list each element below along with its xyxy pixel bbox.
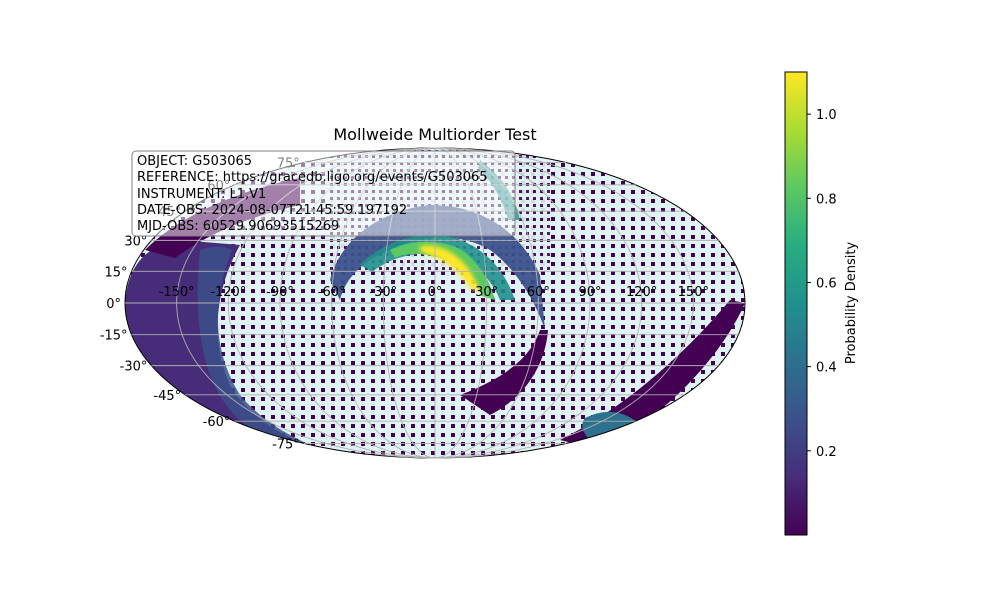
longitude-tick-label: -150°: [159, 285, 195, 300]
longitude-tick-label: 0°: [428, 285, 443, 300]
band-southeast: [560, 300, 745, 450]
info-instrument: INSTRUMENT: L1,V1: [137, 187, 266, 202]
band-south-center: [460, 330, 548, 415]
longitude-tick-label: -60°: [318, 285, 346, 300]
latitude-tick-label: -60°: [203, 415, 231, 430]
info-mjd-obs: MJD-OBS: 60529.90693515269: [137, 219, 339, 234]
latitude-tick-label: -30°: [120, 360, 148, 375]
info-reference: REFERENCE: https://gracedb.ligo.org/even…: [137, 170, 488, 185]
chart-title: Mollweide Multiorder Test: [333, 125, 536, 144]
metadata-box: OBJECT: G503065 REFERENCE: https://grace…: [131, 150, 516, 237]
colorbar-label: Probability Density: [844, 242, 859, 365]
longitude-tick-label: -120°: [210, 285, 246, 300]
metadata-box-frame: [131, 150, 516, 237]
longitude-tick-label: 60°: [527, 285, 550, 300]
latitude-tick-label: -15°: [100, 329, 128, 344]
longitude-tick-label: 150°: [678, 285, 709, 300]
latitude-tick-label: -75°: [272, 437, 300, 452]
colorbar: 0.2 0.4 0.6 0.8 1.0 Probability Density: [784, 71, 859, 536]
info-object: OBJECT: G503065: [137, 154, 252, 169]
longitude-tick-label: 90°: [578, 285, 601, 300]
latitude-tick-label: -45°: [153, 389, 181, 404]
latitude-tick-label: 30°: [124, 234, 147, 249]
band-southeast-glow: [582, 411, 640, 440]
longitude-tick-label: 120°: [626, 285, 657, 300]
colorbar-tick-label: 0.8: [816, 192, 837, 207]
longitude-tick-label: 30°: [475, 285, 498, 300]
colorbar-tick-label: 0.4: [816, 361, 837, 376]
longitude-tick-label: -30°: [369, 285, 397, 300]
colorbar-tick-label: 0.2: [816, 445, 837, 460]
longitude-tick-label: -90°: [266, 285, 294, 300]
colorbar-gradient: [784, 71, 808, 536]
arc-high: [390, 241, 495, 300]
latitude-tick-label: 15°: [105, 265, 128, 280]
colorbar-tick-label: 1.0: [816, 108, 837, 123]
latitude-tick-label: 0°: [106, 297, 121, 312]
colorbar-ticks: 0.2 0.4 0.6 0.8 1.0: [807, 108, 837, 460]
band-left-inner: [197, 246, 335, 455]
info-date-obs: DATE-OBS: 2024-08-07T21:45:59.197192: [137, 203, 407, 218]
colorbar-tick-label: 0.6: [816, 276, 837, 291]
longitude-tick-labels: -150° -120° -90° -60° -30° 0° 30° 60° 90° 120° 150…: [159, 285, 709, 300]
